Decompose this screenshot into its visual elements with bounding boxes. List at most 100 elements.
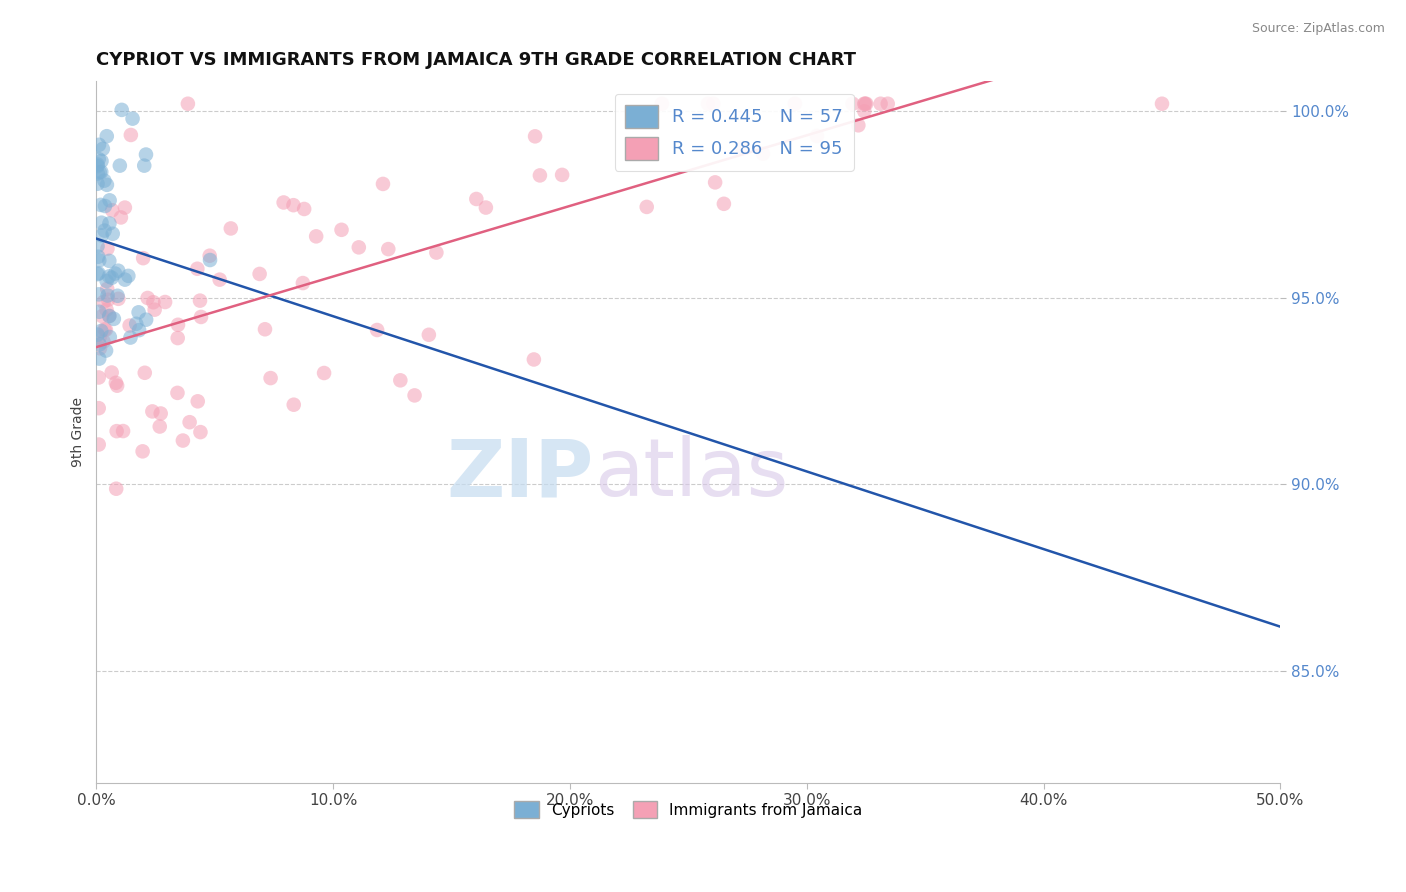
Point bbox=[143, 302, 166, 317]
Point bbox=[93, 224, 115, 238]
Point bbox=[93, 174, 115, 188]
Point bbox=[190, 425, 212, 439]
Point bbox=[90, 324, 112, 338]
Point bbox=[89, 253, 111, 268]
Point bbox=[87, 167, 110, 181]
Point bbox=[283, 398, 305, 412]
Point bbox=[117, 268, 139, 283]
Point bbox=[90, 216, 112, 230]
Point bbox=[465, 192, 488, 206]
Point bbox=[172, 434, 194, 448]
Point bbox=[107, 263, 129, 277]
Point bbox=[219, 221, 242, 235]
Point bbox=[105, 424, 128, 438]
Point bbox=[292, 202, 315, 216]
Point bbox=[89, 304, 111, 318]
Point bbox=[704, 175, 727, 189]
Point bbox=[107, 289, 129, 303]
Point bbox=[198, 249, 221, 263]
Point bbox=[418, 327, 440, 342]
Point bbox=[97, 293, 120, 307]
Point bbox=[104, 376, 127, 390]
Point bbox=[87, 250, 110, 264]
Point bbox=[98, 217, 121, 231]
Point bbox=[107, 292, 129, 306]
Point bbox=[177, 96, 200, 111]
Point bbox=[93, 334, 115, 349]
Point bbox=[105, 482, 128, 496]
Point bbox=[91, 142, 114, 156]
Point bbox=[132, 251, 155, 265]
Point bbox=[93, 322, 115, 336]
Point bbox=[752, 146, 775, 161]
Point bbox=[377, 242, 399, 256]
Point bbox=[114, 272, 136, 286]
Point bbox=[90, 228, 112, 243]
Point bbox=[190, 310, 212, 324]
Point bbox=[330, 223, 353, 237]
Point bbox=[869, 96, 891, 111]
Point bbox=[702, 96, 724, 111]
Point bbox=[523, 352, 546, 367]
Point bbox=[114, 201, 136, 215]
Y-axis label: 9th Grade: 9th Grade bbox=[72, 397, 86, 467]
Point bbox=[131, 444, 153, 458]
Point bbox=[475, 201, 498, 215]
Point bbox=[110, 211, 132, 225]
Point bbox=[179, 415, 201, 429]
Point bbox=[125, 317, 148, 331]
Point bbox=[87, 137, 110, 152]
Point bbox=[188, 293, 211, 308]
Point bbox=[524, 129, 547, 144]
Text: Source: ZipAtlas.com: Source: ZipAtlas.com bbox=[1251, 22, 1385, 36]
Point bbox=[101, 203, 124, 218]
Point bbox=[86, 158, 108, 172]
Point bbox=[121, 112, 143, 126]
Point bbox=[153, 295, 176, 310]
Point bbox=[141, 404, 163, 418]
Point bbox=[551, 168, 574, 182]
Point bbox=[90, 165, 112, 179]
Point bbox=[853, 96, 876, 111]
Point bbox=[89, 165, 111, 179]
Point bbox=[98, 194, 121, 208]
Point bbox=[783, 96, 806, 111]
Point bbox=[98, 269, 121, 284]
Point bbox=[731, 141, 754, 155]
Point bbox=[389, 373, 412, 387]
Point bbox=[118, 318, 141, 333]
Point bbox=[259, 371, 281, 385]
Point bbox=[253, 322, 276, 336]
Point bbox=[846, 118, 869, 132]
Point bbox=[135, 147, 157, 161]
Point bbox=[636, 200, 658, 214]
Point bbox=[529, 169, 551, 183]
Point bbox=[101, 270, 124, 285]
Point bbox=[841, 96, 863, 111]
Point bbox=[167, 318, 190, 332]
Point bbox=[186, 261, 208, 276]
Point bbox=[120, 330, 142, 344]
Point bbox=[103, 311, 125, 326]
Text: ZIP: ZIP bbox=[446, 435, 593, 513]
Point bbox=[149, 407, 172, 421]
Point bbox=[87, 152, 110, 166]
Text: CYPRIOT VS IMMIGRANTS FROM JAMAICA 9TH GRADE CORRELATION CHART: CYPRIOT VS IMMIGRANTS FROM JAMAICA 9TH G… bbox=[97, 51, 856, 69]
Point bbox=[89, 341, 111, 355]
Point bbox=[93, 295, 115, 310]
Point bbox=[853, 96, 876, 111]
Point bbox=[249, 267, 271, 281]
Point bbox=[366, 323, 388, 337]
Point bbox=[713, 196, 735, 211]
Legend: Cypriots, Immigrants from Jamaica: Cypriots, Immigrants from Jamaica bbox=[508, 795, 869, 824]
Text: atlas: atlas bbox=[593, 435, 787, 513]
Point bbox=[98, 309, 121, 323]
Point bbox=[134, 159, 156, 173]
Point bbox=[86, 177, 108, 191]
Point bbox=[111, 103, 134, 117]
Point bbox=[291, 276, 314, 290]
Point bbox=[806, 128, 828, 143]
Point bbox=[853, 104, 876, 119]
Point bbox=[128, 323, 150, 337]
Point bbox=[100, 366, 122, 380]
